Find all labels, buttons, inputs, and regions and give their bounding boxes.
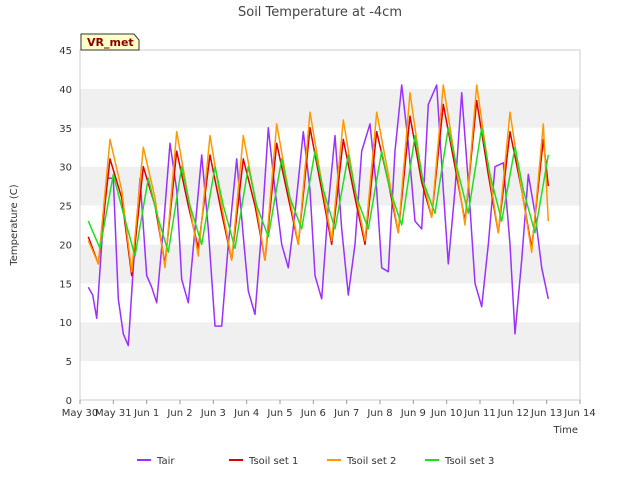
x-tick-label: Jun 8: [366, 408, 392, 419]
x-tick-label: Jun 2: [166, 408, 192, 419]
x-tick-label: Jun 10: [430, 408, 463, 419]
station-badge: VR_met: [80, 33, 140, 51]
x-tick-label: Jun 14: [563, 408, 596, 419]
plot-border: [79, 49, 581, 401]
y-tick-label: 10: [59, 318, 72, 329]
grid-band: [80, 127, 580, 167]
grid-band: [80, 50, 580, 89]
x-tick-label: Jun 3: [200, 408, 226, 419]
legend-label: Tsoil set 1: [248, 456, 298, 467]
legend-item-tsoil-set-1: Tsoil set 1: [229, 456, 298, 467]
y-tick-label: 35: [59, 124, 72, 135]
y-axis-ticks: 0 5 10 15 20 25 30 35 40 45: [59, 46, 72, 407]
x-tick-label: Jun 11: [463, 408, 496, 419]
y-tick-label: 30: [59, 163, 72, 174]
grid-band: [80, 88, 580, 128]
legend-item-tair: Tair: [137, 456, 175, 467]
y-tick-label: 5: [66, 357, 72, 368]
station-badge-label: VR_met: [87, 36, 134, 49]
x-tick-label: Jun 1: [133, 408, 159, 419]
x-tick-label: Jun 12: [497, 408, 530, 419]
legend-label: Tsoil set 3: [444, 456, 494, 467]
y-tick-label: 20: [59, 240, 72, 251]
x-tick-label: Jun 7: [333, 408, 359, 419]
y-tick-label: 40: [59, 85, 72, 96]
chart-title: Soil Temperature at -4cm: [238, 5, 402, 20]
legend-item-tsoil-set-2: Tsoil set 2: [327, 456, 396, 467]
grid-band: [80, 283, 580, 323]
grid-band: [80, 361, 580, 400]
station-badge-shape: [80, 33, 140, 51]
x-tick-label: Jun 5: [266, 408, 292, 419]
series-line-tsoil-set-3: [87, 127, 550, 257]
y-tick-label: 15: [59, 279, 72, 290]
x-tick-label: Jun 9: [400, 408, 426, 419]
legend-label: Tair: [156, 456, 175, 467]
x-tick-label: May 31: [95, 408, 132, 419]
plot-background-bands: [80, 50, 580, 400]
grid-band: [80, 322, 580, 362]
x-tick-label: Jun 4: [233, 408, 259, 419]
x-tick-label: Jun 6: [300, 408, 326, 419]
x-tick-label: Jun 13: [530, 408, 563, 419]
series-lines: [87, 84, 550, 347]
y-axis-title: Temperature (C): [9, 184, 20, 266]
legend: Tair Tsoil set 1 Tsoil set 2 Tsoil set 3: [137, 456, 494, 467]
legend-item-tsoil-set-3: Tsoil set 3: [425, 456, 494, 467]
x-axis-title: Time: [553, 425, 578, 436]
y-tick-label: 25: [59, 202, 72, 213]
y-tick-label: 0: [66, 396, 72, 407]
legend-label: Tsoil set 2: [346, 456, 396, 467]
y-tick-label: 45: [59, 46, 72, 57]
grid-band: [80, 244, 580, 284]
x-tick-label: May 30: [62, 408, 99, 419]
